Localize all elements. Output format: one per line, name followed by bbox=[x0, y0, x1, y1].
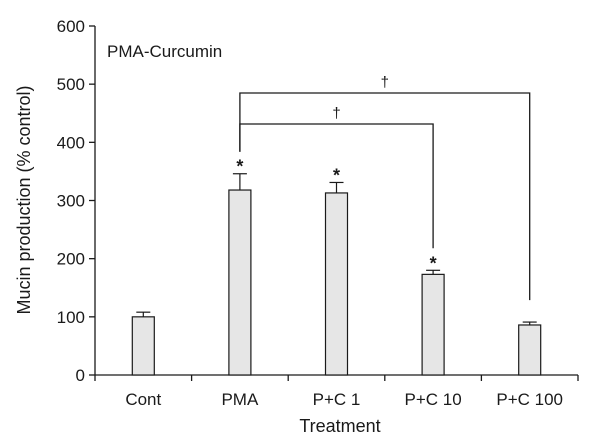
y-tick-label: 100 bbox=[57, 308, 85, 327]
x-axis-ticks: Cont PMA P+C 1 P+C 10 P+C 100 bbox=[94, 375, 579, 409]
comparison-brackets: †† bbox=[239, 74, 531, 301]
y-tick-label: 300 bbox=[57, 192, 85, 211]
x-tick-label: P+C 10 bbox=[405, 390, 462, 409]
bar bbox=[518, 324, 542, 376]
significance-mark: * bbox=[236, 157, 243, 177]
x-tick-label: PMA bbox=[221, 390, 259, 409]
bar bbox=[421, 273, 445, 376]
y-tick-label: 500 bbox=[57, 75, 85, 94]
y-axis-ticks: 0 100 200 300 400 500 600 bbox=[57, 17, 95, 385]
x-axis-title: Treatment bbox=[299, 416, 380, 436]
y-axis-title: Mucin production (% control) bbox=[14, 85, 34, 314]
panel-label: PMA-Curcumin bbox=[107, 42, 222, 61]
x-tick-label: P+C 100 bbox=[496, 390, 563, 409]
y-tick-label: 400 bbox=[57, 133, 85, 152]
y-tick-label: 200 bbox=[57, 250, 85, 269]
comparison-bracket bbox=[239, 92, 531, 301]
bar bbox=[324, 192, 349, 376]
bar bbox=[228, 189, 252, 376]
significance-mark: * bbox=[430, 253, 437, 273]
x-tick-label: P+C 1 bbox=[313, 390, 361, 409]
significance-mark: * bbox=[333, 165, 340, 185]
y-tick-label: 0 bbox=[76, 366, 85, 385]
comparison-mark: † bbox=[381, 74, 389, 91]
comparison-mark: † bbox=[332, 105, 340, 122]
y-tick-label: 600 bbox=[57, 17, 85, 36]
bar-series: * * * bbox=[131, 157, 542, 376]
bar bbox=[131, 316, 155, 376]
x-tick-label: Cont bbox=[125, 390, 161, 409]
